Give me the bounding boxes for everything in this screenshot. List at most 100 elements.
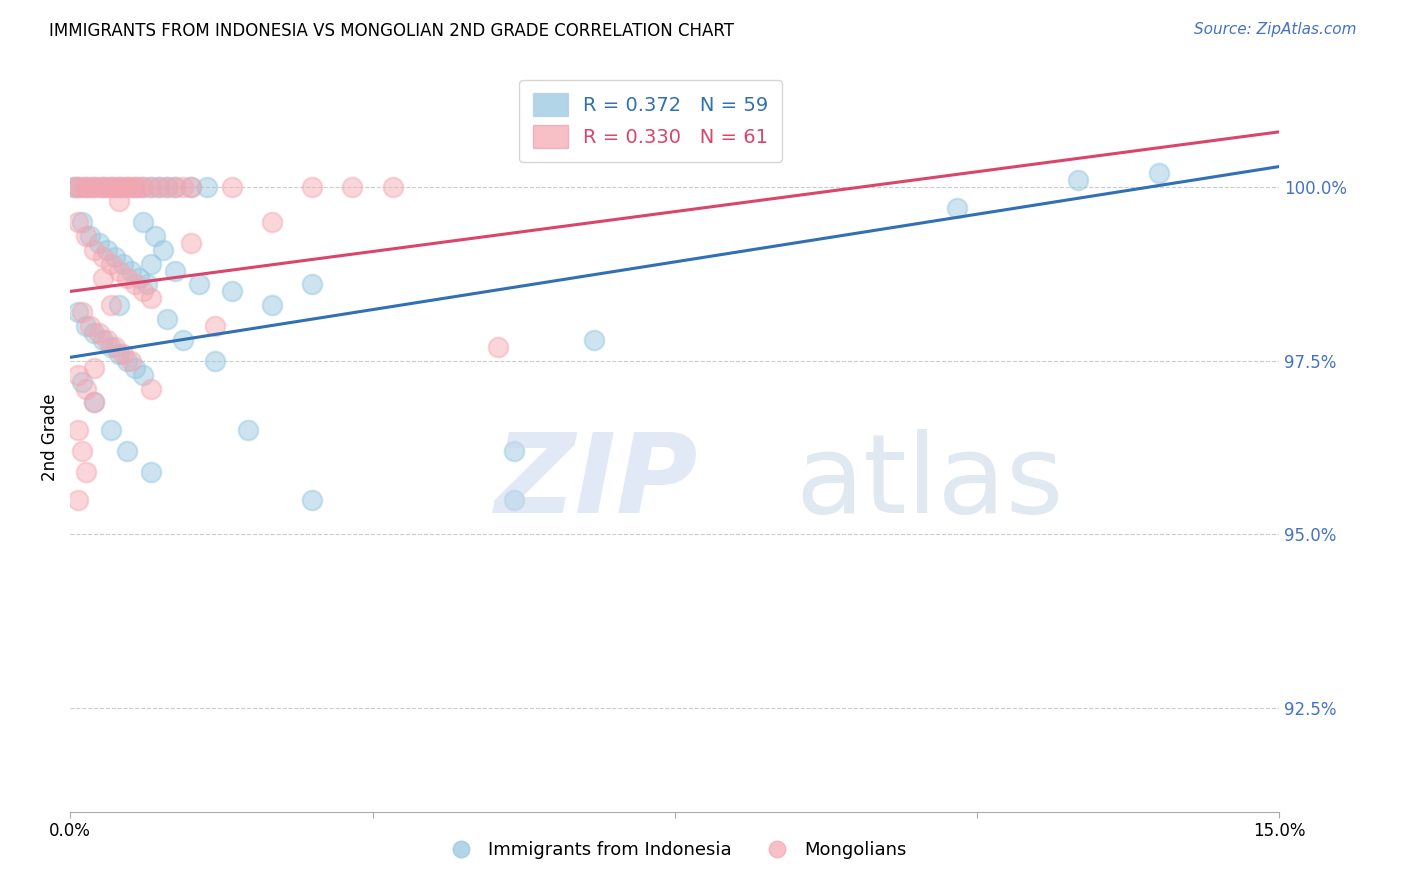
Point — [260, 298, 283, 312]
Point — [139, 382, 162, 396]
Point — [132, 368, 155, 382]
Point — [72, 215, 94, 229]
Point — [96, 333, 118, 347]
Point — [139, 180, 162, 194]
Point — [91, 180, 114, 194]
Point — [75, 180, 97, 194]
Point — [107, 180, 129, 194]
Point — [156, 180, 179, 194]
Point — [132, 285, 155, 299]
Point — [91, 180, 114, 194]
Point — [83, 360, 105, 375]
Point — [180, 180, 202, 194]
Point — [132, 180, 155, 194]
Point — [72, 444, 94, 458]
Point — [75, 180, 97, 194]
Point — [502, 444, 524, 458]
Point — [148, 180, 170, 194]
Point — [1147, 166, 1170, 180]
Point — [180, 180, 202, 194]
Point — [124, 360, 146, 375]
Point — [111, 257, 134, 271]
Point — [124, 277, 146, 292]
Point — [260, 215, 283, 229]
Point — [180, 235, 202, 250]
Point — [165, 180, 187, 194]
Point — [148, 180, 170, 194]
Point — [63, 180, 86, 194]
Point — [83, 243, 105, 257]
Point — [172, 180, 194, 194]
Point — [83, 326, 105, 340]
Point — [75, 228, 97, 243]
Point — [87, 326, 110, 340]
Point — [301, 492, 323, 507]
Point — [79, 319, 101, 334]
Point — [204, 353, 226, 368]
Point — [221, 285, 243, 299]
Point — [120, 353, 142, 368]
Point — [128, 180, 150, 194]
Point — [156, 312, 179, 326]
Point — [120, 180, 142, 194]
Point — [107, 180, 129, 194]
Point — [135, 277, 157, 292]
Point — [67, 180, 90, 194]
Point — [83, 180, 105, 194]
Point — [67, 215, 90, 229]
Point — [139, 257, 162, 271]
Point — [502, 492, 524, 507]
Point — [188, 277, 211, 292]
Point — [111, 347, 134, 361]
Point — [236, 423, 259, 437]
Point — [79, 228, 101, 243]
Point — [104, 250, 127, 264]
Point — [115, 353, 138, 368]
Y-axis label: 2nd Grade: 2nd Grade — [41, 393, 59, 481]
Point — [100, 423, 122, 437]
Point — [139, 465, 162, 479]
Point — [91, 270, 114, 285]
Point — [115, 444, 138, 458]
Point — [143, 228, 166, 243]
Point — [583, 333, 606, 347]
Point — [72, 180, 94, 194]
Point — [72, 305, 94, 319]
Point — [100, 340, 122, 354]
Point — [132, 180, 155, 194]
Point — [115, 180, 138, 194]
Point — [172, 333, 194, 347]
Point — [120, 263, 142, 277]
Point — [107, 347, 129, 361]
Point — [100, 180, 122, 194]
Point — [100, 298, 122, 312]
Text: atlas: atlas — [796, 428, 1064, 535]
Point — [301, 277, 323, 292]
Point — [132, 215, 155, 229]
Point — [83, 395, 105, 409]
Point — [156, 180, 179, 194]
Point — [107, 194, 129, 209]
Point — [67, 305, 90, 319]
Point — [100, 257, 122, 271]
Point — [301, 180, 323, 194]
Point — [946, 201, 969, 215]
Point — [1067, 173, 1090, 187]
Point — [75, 319, 97, 334]
Text: ZIP: ZIP — [495, 428, 697, 535]
Point — [67, 492, 90, 507]
Point — [100, 180, 122, 194]
Point — [342, 180, 364, 194]
Point — [104, 340, 127, 354]
Point — [139, 180, 162, 194]
Point — [75, 465, 97, 479]
Point — [79, 180, 101, 194]
Point — [96, 180, 118, 194]
Point — [165, 263, 187, 277]
Point — [91, 250, 114, 264]
Point — [486, 340, 509, 354]
Point — [67, 180, 90, 194]
Point — [115, 270, 138, 285]
Point — [165, 180, 187, 194]
Point — [128, 270, 150, 285]
